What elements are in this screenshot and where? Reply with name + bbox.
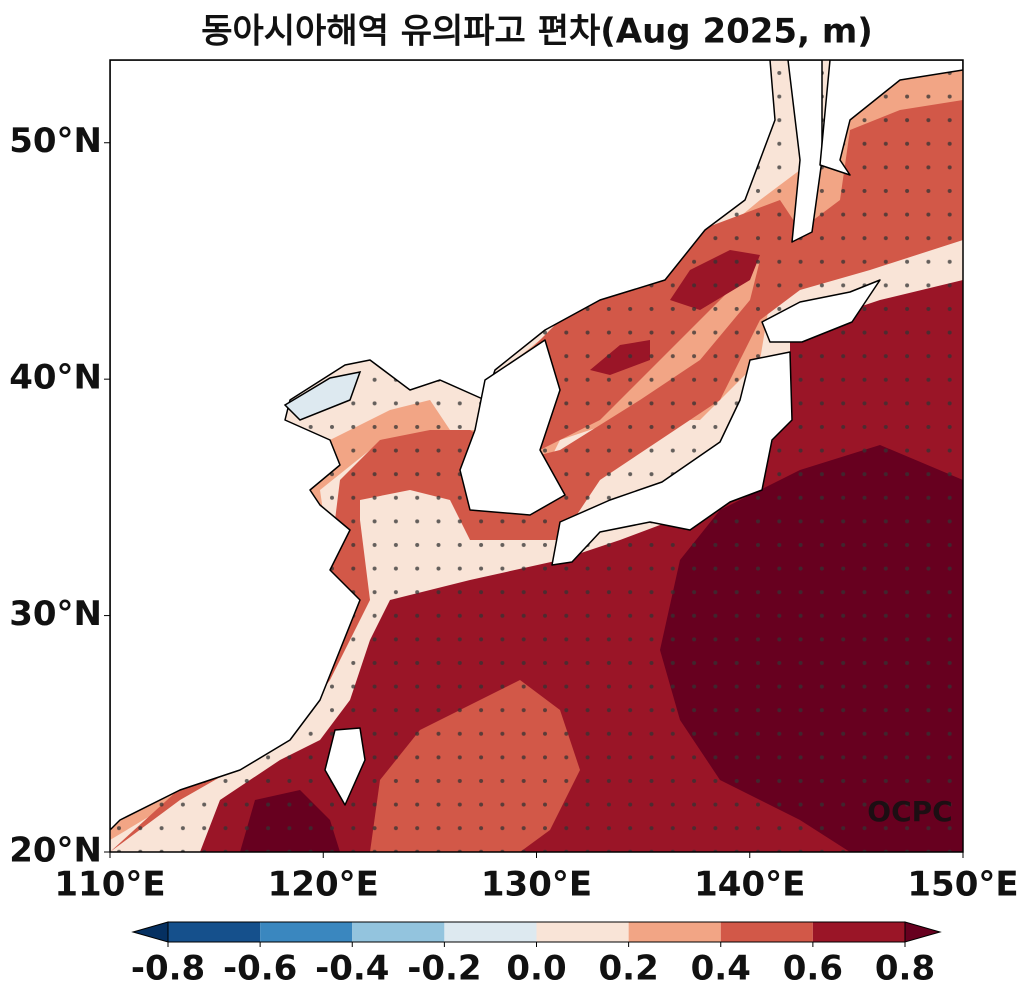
chart-title: 동아시아해역 유의파고 편차(Aug 2025, m)	[201, 12, 873, 52]
land-hokkaido	[761, 279, 881, 343]
colorbar-tick-label: -0.6	[223, 949, 297, 989]
land-korea	[459, 339, 566, 516]
x-tick-label: 110°E	[54, 865, 165, 905]
colorbar-segment	[444, 922, 537, 942]
y-tick-label: 50°N	[9, 121, 102, 161]
colorbar-segment	[628, 922, 721, 942]
x-tick-label: 140°E	[694, 865, 805, 905]
colorbar-segment	[812, 922, 905, 942]
colorbar-over	[904, 921, 942, 943]
land-russia	[819, 60, 963, 176]
colorbar-tick-label: -0.4	[315, 949, 389, 989]
y-tick-label: 30°N	[9, 594, 102, 634]
map-field	[110, 60, 963, 852]
colorbar-tick-label: 0.6	[783, 949, 843, 989]
land-honshu	[551, 351, 793, 566]
land-taiwan	[324, 727, 366, 806]
watermark: OCPC	[867, 795, 952, 828]
colorbar-under	[131, 921, 169, 943]
colorbar-tick-label: 0.2	[599, 949, 659, 989]
y-tick-label: 20°N	[9, 831, 102, 871]
colorbar-tick-label: -0.8	[131, 949, 205, 989]
colorbar-segment	[260, 922, 353, 942]
x-tick-label: 150°E	[907, 865, 1018, 905]
colorbar-segment	[536, 922, 629, 942]
land-asia	[110, 60, 776, 831]
x-tick-label: 130°E	[481, 865, 592, 905]
bohai-sea	[283, 371, 362, 421]
colorbar-tick-label: 0.0	[506, 949, 566, 989]
y-tick-label: 40°N	[9, 358, 102, 398]
x-tick-label: 120°E	[268, 865, 379, 905]
colorbar-tick-label: 0.4	[691, 949, 751, 989]
colorbar-segment	[720, 922, 813, 942]
colorbar-segment	[352, 922, 445, 942]
colorbar-tick-label: -0.2	[407, 949, 481, 989]
land-sakhalin	[787, 60, 823, 243]
colorbar-segment	[168, 922, 261, 942]
colorbar-tick-label: 0.8	[875, 949, 935, 989]
